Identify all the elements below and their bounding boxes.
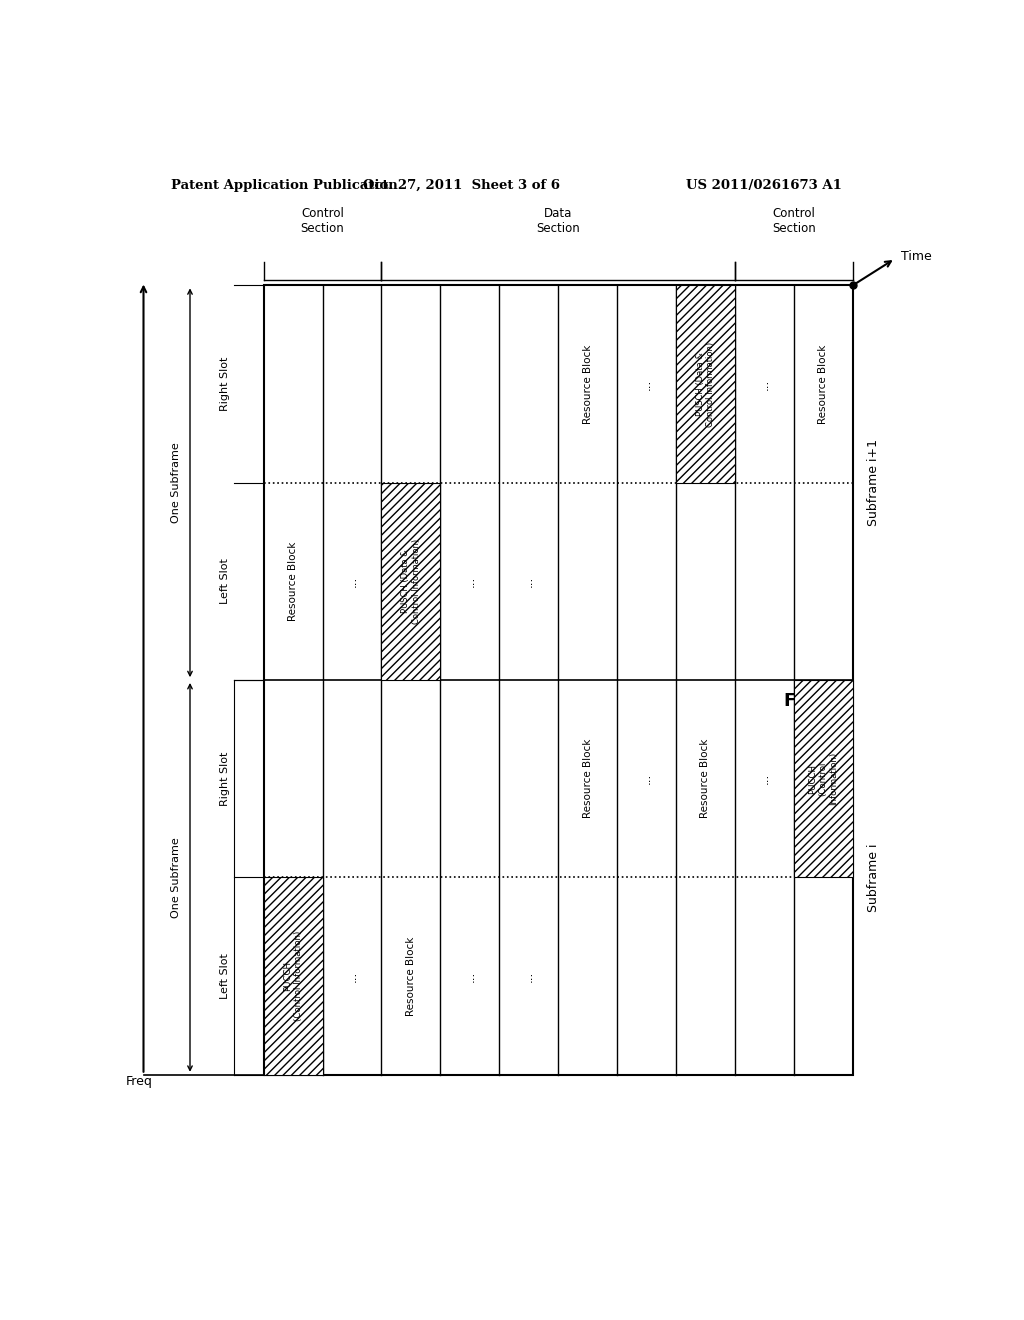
Text: Right Slot: Right Slot <box>220 751 230 807</box>
Text: PUSCH (Data &
Control Information): PUSCH (Data & Control Information) <box>401 539 421 624</box>
Bar <box>263 285 853 1074</box>
Text: PUCCH
(Control
Information): PUCCH (Control Information) <box>808 752 838 805</box>
Text: Time: Time <box>901 249 932 263</box>
Bar <box>381 483 440 680</box>
Text: Patent Application Publication: Patent Application Publication <box>171 178 397 191</box>
Text: ...: ... <box>345 576 358 587</box>
Text: Subframe i+1: Subframe i+1 <box>866 440 880 527</box>
Bar <box>263 878 323 1074</box>
Text: Resource Block: Resource Block <box>583 345 593 424</box>
Text: ...: ... <box>522 576 536 587</box>
Text: ...: ... <box>345 970 358 982</box>
Text: Control
Section: Control Section <box>301 207 344 235</box>
Text: Control
Section: Control Section <box>772 207 815 235</box>
Text: Resource Block: Resource Block <box>700 739 711 818</box>
Bar <box>794 680 853 878</box>
Text: Data
Section: Data Section <box>537 207 580 235</box>
Text: ...: ... <box>758 379 771 389</box>
Text: Subframe i: Subframe i <box>866 843 880 912</box>
Text: PUSCH (Data &
Control Information): PUSCH (Data & Control Information) <box>695 342 715 426</box>
Text: Resource Block: Resource Block <box>583 739 593 818</box>
Text: ...: ... <box>463 576 476 587</box>
Text: Left Slot: Left Slot <box>220 558 230 605</box>
Text: ...: ... <box>640 774 653 784</box>
Text: Oct. 27, 2011  Sheet 3 of 6: Oct. 27, 2011 Sheet 3 of 6 <box>362 178 560 191</box>
Text: Right Slot: Right Slot <box>220 356 230 412</box>
Text: One Subframe: One Subframe <box>171 837 180 917</box>
Text: Left Slot: Left Slot <box>220 953 230 999</box>
Text: One Subframe: One Subframe <box>171 442 180 523</box>
Text: PUCCH
(Control Information): PUCCH (Control Information) <box>284 931 303 1022</box>
Text: Resource Block: Resource Block <box>288 541 298 622</box>
Text: FIG. 3: FIG. 3 <box>784 692 844 710</box>
Text: ...: ... <box>758 774 771 784</box>
Text: ...: ... <box>522 970 536 982</box>
Bar <box>676 285 735 483</box>
Text: Resource Block: Resource Block <box>818 345 828 424</box>
Text: ...: ... <box>463 970 476 982</box>
Text: US 2011/0261673 A1: US 2011/0261673 A1 <box>685 178 842 191</box>
Text: Resource Block: Resource Block <box>406 936 416 1015</box>
Text: ...: ... <box>640 379 653 389</box>
Text: Freq: Freq <box>126 1074 153 1088</box>
